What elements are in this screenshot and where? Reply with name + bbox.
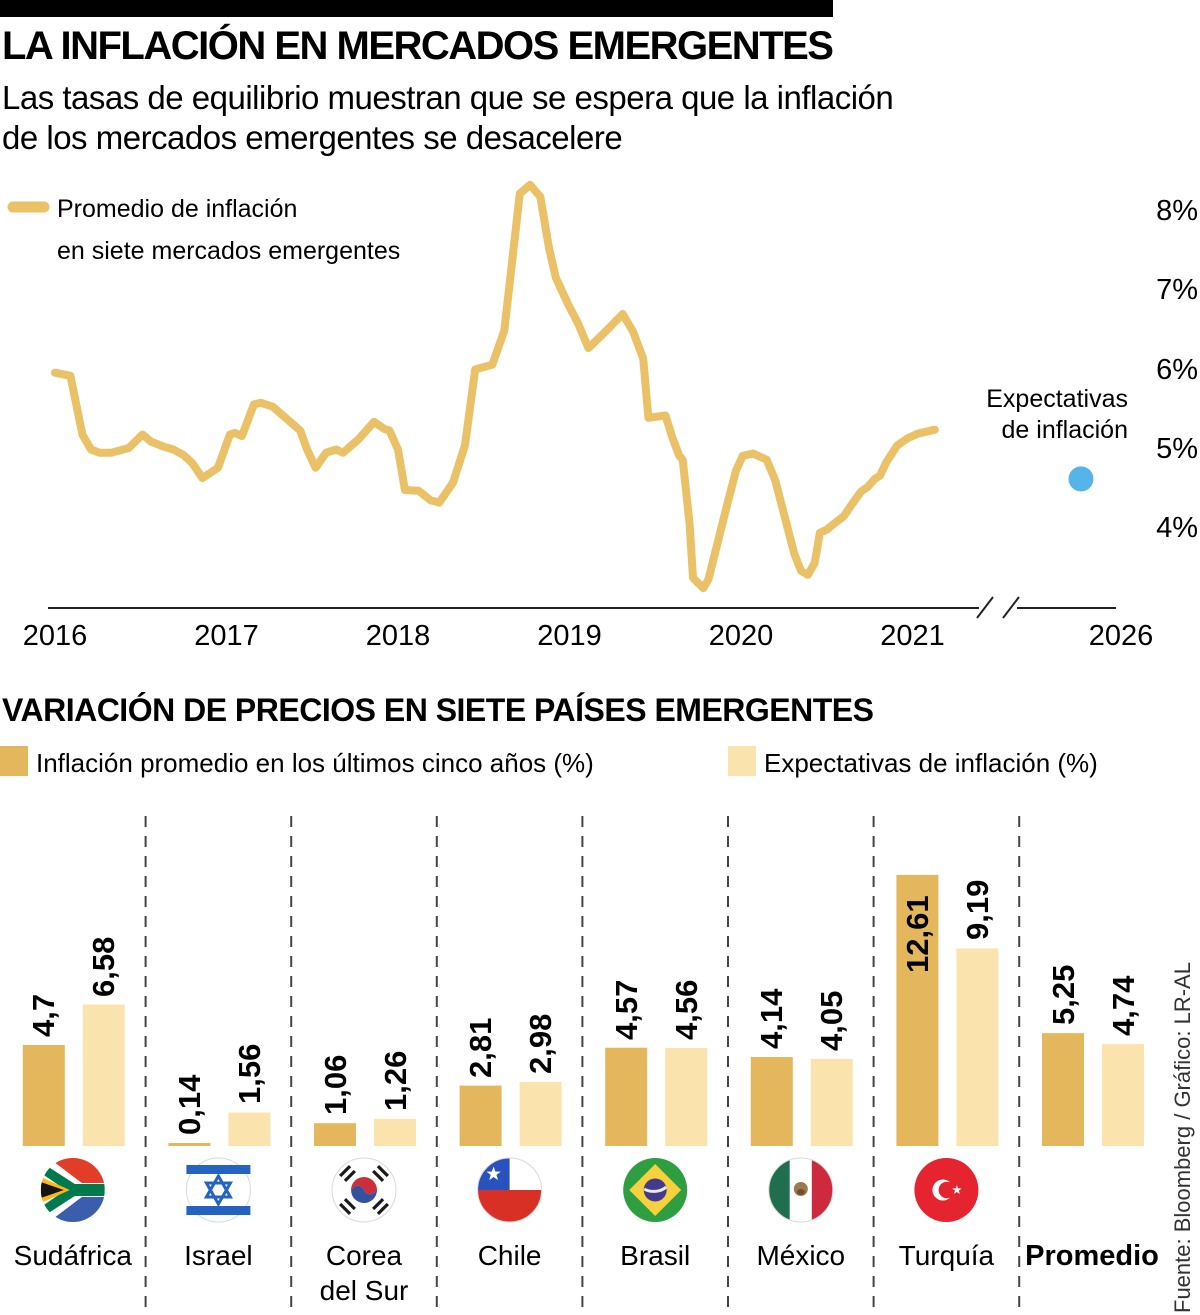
bar-expectation-2 [374, 1118, 416, 1146]
bar-expectation-0 [82, 1004, 125, 1146]
line-chart-legend: Promedio de inflación en siete mercados … [57, 188, 400, 272]
country-label: Brasil [620, 1240, 691, 1271]
forecast-annotation: Expectativas de inflación [928, 384, 1128, 446]
column-separators [144, 816, 1021, 1314]
flag-south-korea-icon [331, 1157, 397, 1223]
line-legend-label-1: Promedio de inflación [57, 195, 298, 223]
country-label: Turquía [898, 1240, 995, 1271]
axis-break-icon [1002, 596, 1020, 619]
legend-label-average: Inflación promedio en los últimos cinco … [36, 748, 594, 778]
x-axis [48, 596, 1116, 619]
bars-group [22, 874, 1144, 1146]
bar-expectation-7 [1102, 1044, 1144, 1146]
bar-expectation-6 [956, 948, 999, 1146]
average-label: Promedio [1025, 1240, 1159, 1272]
y-axis-label: 8% [1156, 195, 1198, 227]
legend-swatch-average [0, 746, 28, 776]
bar-expectation-1 [228, 1112, 271, 1146]
country-label: Chile [477, 1240, 542, 1271]
flag-turkey-icon [914, 1158, 979, 1222]
inflation-line-plot [7, 180, 1094, 593]
x-axis-label: 2017 [194, 620, 259, 652]
x-axis-label: 2016 [22, 620, 88, 652]
bar-expectation-5 [810, 1058, 853, 1146]
x-axis-label-forecast: 2026 [1088, 620, 1154, 652]
bar-average-5 [750, 1057, 793, 1146]
subtitle-line-1: Las tasas de equilibrio muestran que se … [2, 79, 894, 116]
subtitle-line-2: de los mercados emergentes se desacelere [2, 119, 623, 156]
axis-break-icon [976, 596, 994, 619]
bar-expectation-3 [519, 1081, 562, 1146]
line-legend-label-2: en siete mercados emergentes [57, 237, 401, 265]
inflation-expectation-dot [1068, 466, 1094, 492]
bar-average-1 [168, 1143, 211, 1146]
x-axis-label: 2019 [537, 620, 602, 652]
source-credit: Fuente: Bloomberg / Gráfico: LR-AL [1170, 962, 1195, 1313]
bar-average-2 [314, 1123, 356, 1146]
top-accent-bar [0, 0, 833, 17]
inflation-average-line [51, 180, 939, 593]
y-axis-label: 4% [1156, 512, 1198, 544]
country-label: Corea del Sur [319, 1240, 409, 1306]
bar-expectation-4 [665, 1048, 708, 1146]
bar-average-0 [22, 1045, 65, 1146]
bar-average-4 [605, 1047, 648, 1146]
flag-chile-icon [477, 1157, 543, 1223]
y-axis-label: 5% [1156, 432, 1198, 465]
country-label: Israel [184, 1240, 253, 1271]
bar-average-3 [459, 1085, 502, 1146]
y-axis-label: 7% [1156, 274, 1198, 307]
country-label: Sudáfrica [13, 1240, 132, 1271]
bar-chart-title: VARIACIÓN DE PRECIOS EN SIETE PAÍSES EME… [2, 692, 874, 728]
flag-israel-icon [185, 1157, 251, 1223]
annotation-line-2: de inflación [1001, 416, 1128, 444]
page-subtitle: Las tasas de equilibrio muestran que se … [2, 78, 894, 158]
y-axis-label: 6% [1156, 353, 1198, 386]
flag-mexico-icon [768, 1157, 834, 1223]
legend-swatch-expectation [728, 746, 756, 776]
bar-average-6 [896, 874, 939, 1146]
bar-average-7 [1042, 1033, 1084, 1146]
flag-brazil-icon [623, 1158, 688, 1222]
flag-south-africa-icon [40, 1158, 105, 1222]
country-label: México [756, 1240, 846, 1271]
legend-label-expectation: Expectativas de inflación (%) [764, 748, 1098, 778]
x-axis-label: 2018 [365, 620, 431, 652]
x-axis-label: 2021 [880, 620, 945, 652]
annotation-line-1: Expectativas [986, 385, 1128, 413]
x-axis-label: 2020 [708, 620, 774, 652]
page-title: LA INFLACIÓN EN MERCADOS EMERGENTES [2, 24, 834, 68]
